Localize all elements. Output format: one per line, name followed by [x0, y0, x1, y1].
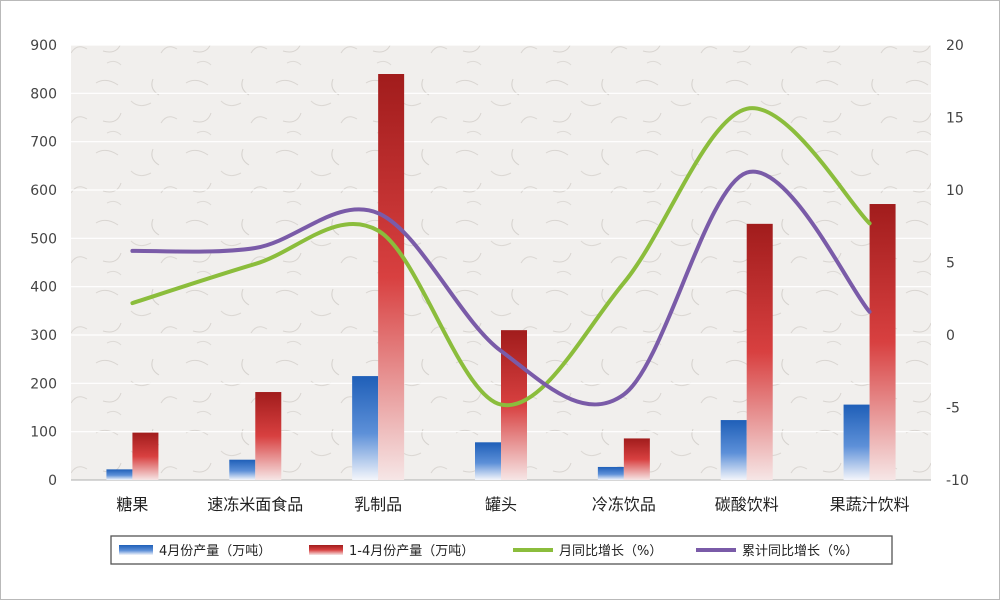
y-right-tick-label: 15	[946, 111, 964, 127]
y-left-tick-label: 800	[30, 86, 57, 102]
x-category-label: 碳酸饮料	[715, 495, 779, 514]
y-left-tick-label: 700	[30, 135, 57, 151]
legend-swatch-red	[309, 545, 343, 555]
x-category-label: 糖果	[116, 495, 148, 514]
legend-item-1: 1-4月份产量（万吨）	[309, 544, 474, 559]
bar-april-output	[597, 466, 624, 480]
left-axis: 0 100 200 300 400 500 600 700 800 900	[30, 38, 57, 489]
y-left-tick-label: 400	[30, 280, 57, 296]
legend-box	[110, 535, 893, 565]
legend-item-3: 累计同比增长（%）	[696, 544, 858, 559]
legend-swatch-blue	[119, 545, 153, 555]
bar-jan-apr-output	[623, 438, 650, 480]
bar-april-output	[475, 442, 501, 480]
bar-jan-apr-output	[132, 432, 159, 480]
x-category-label: 果蔬汁饮料	[830, 495, 910, 514]
y-left-tick-label: 100	[30, 425, 57, 441]
bar-april-output	[352, 376, 379, 480]
line-monthly-yoy-growth	[130, 106, 872, 408]
y-right-tick-label: -5	[946, 401, 960, 417]
legend-label: 月同比增长（%）	[559, 544, 662, 559]
legend-label: 4月份产量（万吨）	[159, 544, 271, 559]
legend-item-0: 4月份产量（万吨）	[119, 544, 271, 559]
y-left-tick-label: 600	[30, 183, 57, 199]
y-right-tick-label: 20	[946, 38, 964, 54]
x-category-label: 罐头	[485, 495, 517, 514]
legend-item-2: 月同比增长（%）	[513, 544, 662, 559]
legend-label: 1-4月份产量（万吨）	[349, 544, 474, 559]
y-right-tick-label: 10	[946, 183, 964, 199]
x-category-label: 速冻米面食品	[207, 495, 303, 514]
bar-april-output	[720, 420, 747, 480]
legend-label: 累计同比增长（%）	[742, 544, 858, 559]
bar-april-output	[843, 404, 870, 480]
x-category-label: 冷冻饮品	[592, 495, 656, 514]
line-cumulative-yoy-growth	[130, 169, 872, 407]
bar-april-output	[106, 469, 133, 480]
bar-jan-apr-output	[378, 74, 405, 480]
y-right-tick-label: 5	[946, 256, 955, 272]
bar-jan-apr-output	[746, 223, 773, 481]
y-left-tick-label: 0	[48, 473, 57, 489]
x-category-label: 乳制品	[354, 495, 402, 514]
bar-jan-apr-output	[869, 204, 896, 480]
right-axis: -10 -5 0 5 10 15 20	[946, 38, 969, 489]
y-left-tick-label: 200	[30, 376, 57, 392]
y-left-tick-label: 300	[30, 328, 57, 344]
bar-april-output	[229, 459, 256, 480]
y-left-tick-label: 900	[30, 38, 57, 54]
category-axis: 糖果 速冻米面食品 乳制品 罐头 冷冻饮品 碳酸饮料 果蔬汁饮料	[116, 495, 909, 514]
y-left-tick-label: 500	[30, 231, 57, 247]
lines	[130, 106, 872, 408]
y-right-tick-label: 0	[946, 328, 955, 344]
legend: 4月份产量（万吨） 1-4月份产量（万吨） 月同比增长（%） 累计同比增长（%）	[110, 535, 893, 565]
y-right-tick-label: -10	[946, 473, 969, 489]
bar-jan-apr-output	[255, 392, 282, 480]
